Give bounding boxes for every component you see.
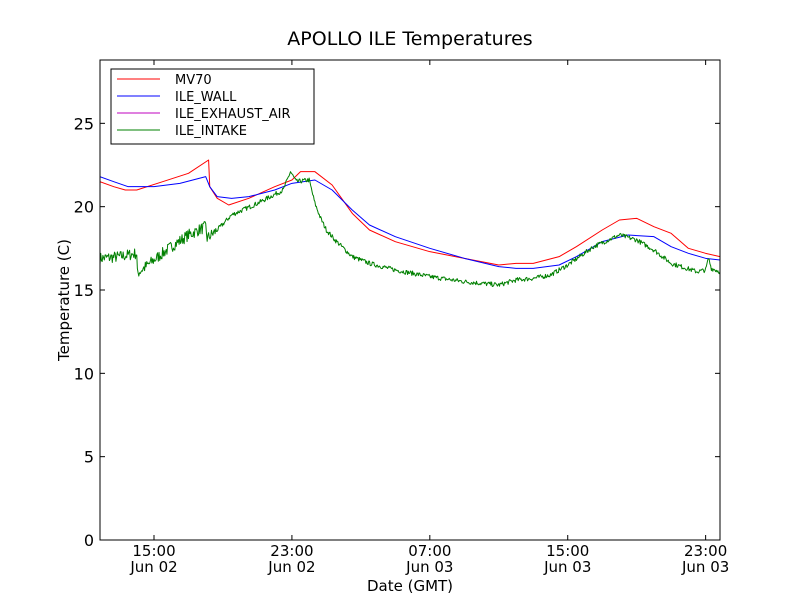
legend: MV70 ILE_WALL ILE_EXHAUST_AIR ILE_INTAKE (110, 68, 315, 145)
series-line-ile-wall (100, 176, 720, 269)
x-tick-time-label: 15:00 (546, 542, 589, 560)
legend-box (110, 68, 315, 145)
x-tick-time-label: 07:00 (408, 542, 451, 560)
plot-frame (99, 59, 721, 541)
y-axis-ticks: 0 5 10 15 20 25 (74, 114, 720, 550)
x-tick-time-label: 23:00 (684, 542, 727, 560)
series-line-ile-intake (100, 171, 720, 288)
x-tick-date-label: Jun 02 (267, 558, 315, 576)
x-tick-time-label: 15:00 (132, 542, 175, 560)
y-tick-label: 15 (74, 281, 94, 300)
x-axis-label: Date (GMT) (367, 577, 453, 595)
legend-label: MV70 (175, 73, 212, 88)
legend-label: ILE_WALL (175, 90, 237, 105)
y-axis-label: Temperature (C) (55, 239, 73, 362)
legend-label: ILE_EXHAUST_AIR (175, 107, 291, 122)
y-tick-label: 25 (74, 114, 94, 133)
chart-title: APOLLO ILE Temperatures (287, 28, 532, 50)
x-tick-time-label: 23:00 (270, 542, 313, 560)
legend-label: ILE_INTAKE (175, 124, 247, 139)
x-tick-date-label: Jun 02 (129, 558, 177, 576)
x-tick-date-label: Jun 03 (543, 558, 591, 576)
x-tick-date-label: Jun 03 (681, 558, 729, 576)
series-line-mv70 (100, 159, 720, 266)
y-tick-label: 0 (84, 531, 94, 550)
y-tick-label: 5 (84, 448, 94, 467)
y-tick-label: 10 (74, 364, 94, 383)
series-layer (100, 159, 720, 288)
x-tick-date-label: Jun 03 (405, 558, 453, 576)
y-tick-label: 20 (74, 198, 94, 217)
